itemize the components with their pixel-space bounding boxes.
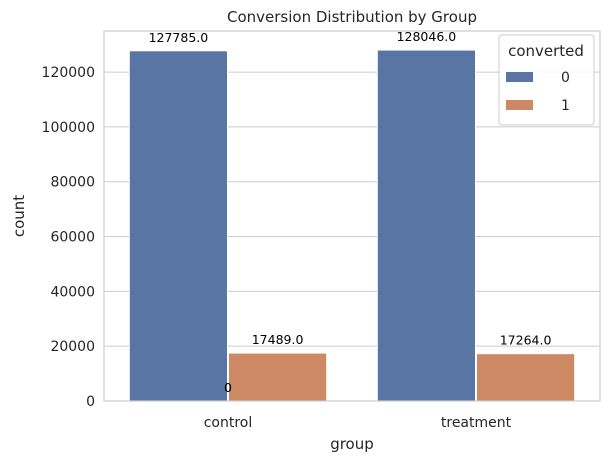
x-tick-label: treatment: [441, 415, 512, 431]
y-tick-label: 120000: [42, 65, 95, 81]
bar-value-label: 128046.0: [397, 29, 457, 44]
x-axis-label: group: [330, 435, 374, 453]
bar-value-label: 17489.0: [252, 332, 304, 347]
y-tick-label: 80000: [50, 175, 95, 191]
legend-label-1: 1: [561, 98, 570, 114]
bars-layer: [128, 49, 576, 402]
bar-value-label: 127785.0: [149, 30, 209, 45]
y-tick-label: 20000: [50, 339, 95, 355]
bar-0-control: [128, 50, 228, 402]
y-tick-label: 100000: [42, 120, 95, 136]
plot-frame: [103, 30, 601, 402]
legend: converted 0 1: [498, 34, 595, 126]
labels-layer: 127785.0 128046.0 17489.0 17264.0 0: [149, 29, 552, 395]
bar-value-label: 17264.0: [500, 333, 552, 348]
annotation-label: 0: [224, 380, 232, 395]
bar-1-treatment: [476, 353, 576, 402]
y-axis-label: count: [10, 195, 28, 237]
y-tick-label: 40000: [50, 284, 95, 300]
chart-title: Conversion Distribution by Group: [227, 8, 477, 26]
legend-label-0: 0: [561, 70, 570, 86]
y-tick-label: 60000: [50, 230, 95, 246]
legend-swatch-0: [506, 72, 533, 82]
legend-title: converted: [508, 42, 584, 60]
bar-0-treatment: [376, 49, 476, 402]
x-tick-label: control: [204, 415, 253, 431]
y-tick-label: 0: [86, 394, 95, 410]
legend-swatch-1: [506, 100, 533, 110]
ticks-layer: 0 20000 40000 60000 80000 100000 120000 control…: [42, 65, 512, 431]
bar-1-control: [228, 352, 328, 402]
